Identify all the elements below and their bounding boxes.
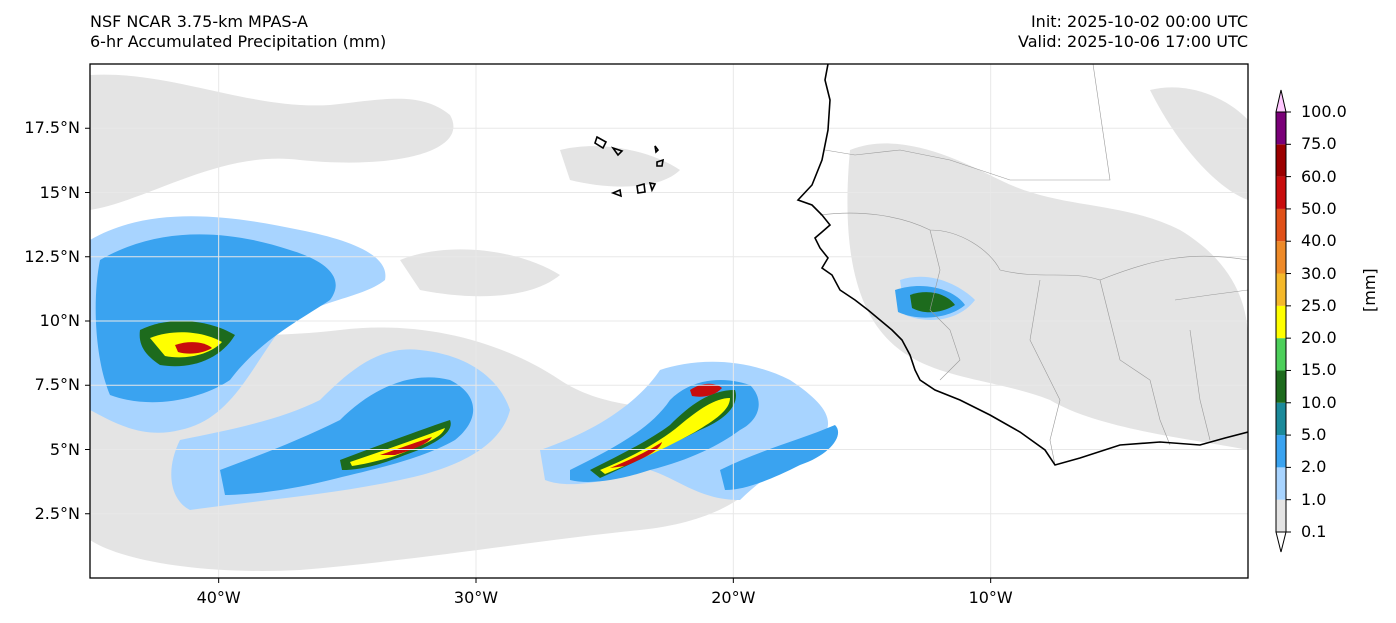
lat-tick-label: 15°N bbox=[39, 182, 80, 202]
colorbar-segment bbox=[1276, 402, 1286, 436]
lat-tick-label: 10°N bbox=[39, 311, 80, 330]
colorbar-level-label: 25.0 bbox=[1301, 295, 1337, 315]
colorbar-segment bbox=[1276, 241, 1286, 274]
lon-tick-label: 20°W bbox=[711, 588, 756, 607]
colorbar-segment bbox=[1276, 370, 1286, 403]
time-info: Init: 2025-10-02 00:00 UTC Valid: 2025-1… bbox=[1018, 12, 1248, 52]
precip-50mm bbox=[175, 342, 722, 468]
colorbar-under-extend bbox=[1275, 531, 1287, 553]
colorbar-segment bbox=[1276, 112, 1286, 145]
colorbar-level-label: 0.1 bbox=[1301, 522, 1327, 541]
colorbar-frame bbox=[1275, 111, 1287, 533]
colorbar-level-label: 1.0 bbox=[1301, 489, 1327, 509]
light-precip-areas bbox=[90, 74, 1248, 571]
lat-tick-label: 17.5°N bbox=[24, 118, 80, 138]
graticule bbox=[90, 64, 1248, 578]
init-time: Init: 2025-10-02 00:00 UTC bbox=[1030, 12, 1248, 31]
country-borders bbox=[819, 64, 1248, 466]
lat-tick-label: 12.5°N bbox=[24, 246, 80, 266]
colorbar-level-label: 40.0 bbox=[1301, 231, 1337, 251]
colorbar-segment bbox=[1276, 338, 1286, 371]
colorbar-level-label: 2.0 bbox=[1301, 457, 1327, 477]
colorbar-segment bbox=[1276, 144, 1286, 177]
lat-tick-label: 5°N bbox=[49, 439, 80, 459]
colorbar-level-label: 5.0 bbox=[1301, 425, 1327, 445]
colorbar-over-extend bbox=[1275, 89, 1287, 113]
colorbar-segment bbox=[1276, 305, 1286, 339]
colorbar-unit-label: [mm] bbox=[1360, 268, 1379, 312]
colorbar-segment bbox=[1276, 273, 1286, 306]
model-title: NSF NCAR 3.75-km MPAS-A 6-hr Accumulated… bbox=[90, 12, 386, 52]
coastline bbox=[594, 64, 1248, 466]
valid-time: Valid: 2025-10-06 17:00 UTC bbox=[1017, 32, 1248, 51]
colorbar-level-label: 20.0 bbox=[1301, 328, 1337, 348]
map-area bbox=[90, 64, 1248, 578]
axis-ticks bbox=[85, 127, 992, 583]
colorbar-level-label: 60.0 bbox=[1301, 166, 1337, 186]
field-name: 6-hr Accumulated Precipitation (mm) bbox=[90, 32, 387, 51]
colorbar-segment bbox=[1276, 208, 1286, 242]
colorbar-segment bbox=[1276, 467, 1286, 500]
colorbar-level-label: 50.0 bbox=[1301, 198, 1337, 218]
lat-tick-label: 7.5°N bbox=[34, 375, 80, 395]
colorbar-segment bbox=[1276, 176, 1286, 209]
model-name: NSF NCAR 3.75-km MPAS-A bbox=[90, 12, 308, 31]
colorbar-level-label: 100.0 bbox=[1301, 102, 1347, 121]
colorbar-level-label: 30.0 bbox=[1301, 263, 1337, 283]
lat-tick-label: 2.5°N bbox=[34, 503, 80, 523]
colorbar bbox=[1275, 89, 1291, 553]
colorbar-segment bbox=[1276, 499, 1286, 532]
colorbar-level-label: 10.0 bbox=[1301, 392, 1337, 412]
colorbar-segment bbox=[1276, 435, 1286, 468]
colorbar-level-label: 15.0 bbox=[1301, 360, 1337, 380]
lon-tick-label: 40°W bbox=[196, 588, 241, 607]
lon-tick-label: 10°W bbox=[968, 588, 1013, 607]
colorbar-level-label: 75.0 bbox=[1301, 134, 1337, 154]
lon-tick-label: 30°W bbox=[453, 588, 499, 607]
